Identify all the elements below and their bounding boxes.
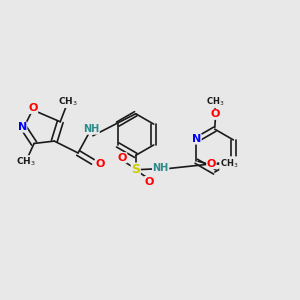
- Text: NH: NH: [83, 124, 99, 134]
- Text: N: N: [192, 134, 201, 144]
- Text: CH$_3$: CH$_3$: [220, 158, 238, 170]
- Text: CH$_3$: CH$_3$: [16, 156, 36, 168]
- Text: N: N: [228, 157, 238, 167]
- Text: N: N: [18, 122, 27, 132]
- Text: NH: NH: [153, 164, 169, 173]
- Text: CH$_3$: CH$_3$: [206, 95, 225, 107]
- Text: S: S: [131, 163, 140, 176]
- Text: O: O: [207, 159, 216, 169]
- Text: O: O: [28, 103, 38, 113]
- Text: CH$_3$: CH$_3$: [58, 95, 77, 107]
- Text: O: O: [211, 109, 220, 119]
- Text: O: O: [145, 176, 154, 187]
- Text: O: O: [95, 159, 105, 169]
- Text: O: O: [117, 153, 127, 163]
